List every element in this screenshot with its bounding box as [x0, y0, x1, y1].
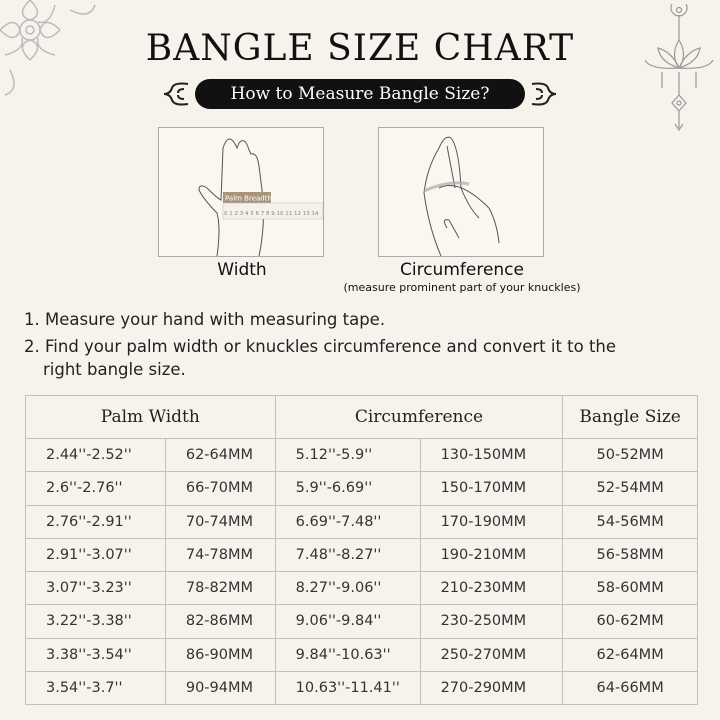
svg-text:0 1 2 3 4 5 6 7 8 9 10 11 12 1: 0 1 2 3 4 5 6 7 8 9 10 11 12 13 14: [224, 211, 319, 217]
hand-with-ruler-icon: Palm Breadth 0 1 2 3 4 5 6 7 8 9 10 11 1…: [198, 138, 324, 257]
circumference-mm-cell: 150-170MM: [419, 471, 564, 506]
circumference-mm-cell: 210-230MM: [419, 570, 564, 606]
bangle-size-cell: 58-60MM: [562, 570, 698, 606]
circumference-mm-cell: 230-250MM: [419, 604, 564, 639]
circumference-inches-cell: 10.63''-11.41'': [274, 670, 421, 706]
palm-width-mm-cell: 86-90MM: [164, 637, 276, 672]
table-row: 3.54''-3.7'' 90-94MM 10.63''-11.41'' 270-29…: [25, 670, 698, 706]
circumference-inches-cell: 7.48''-8.27'': [274, 537, 421, 573]
palm-width-inches-cell: 2.44''-2.52'': [25, 437, 166, 473]
table-row: 3.22''-3.38'' 82-86MM 9.06''-9.84'' 230-250…: [25, 604, 698, 639]
how-to-measure-banner: How to Measure Bangle Size?: [195, 79, 525, 109]
palm-width-mm-cell: 78-82MM: [164, 570, 276, 606]
circumference-mm-cell: 270-290MM: [419, 670, 564, 706]
palm-width-inches-cell: 3.38''-3.54'': [25, 637, 166, 672]
bangle-size-cell: 64-66MM: [562, 670, 698, 706]
table-row: 3.07''-3.23'' 78-82MM 8.27''-9.06'' 210-230…: [25, 570, 698, 606]
table-row: 2.76''-2.91'' 70-74MM 6.69''-7.48'' 170-190…: [25, 504, 698, 539]
table-row: 3.38''-3.54'' 86-90MM 9.84''-10.63'' 250-27…: [25, 637, 698, 672]
instruction-step-1: 1. Measure your hand with measuring tape…: [24, 310, 386, 329]
ruler-label: Palm Breadth: [225, 195, 272, 203]
palm-width-inches-cell: 2.6''-2.76'': [25, 471, 166, 506]
width-label: Width: [217, 260, 267, 280]
circumference-inches-cell: 6.69''-7.48'': [274, 504, 421, 539]
palm-width-mm-cell: 66-70MM: [164, 471, 276, 506]
palm-width-mm-cell: 70-74MM: [164, 504, 276, 539]
bangle-size-cell: 54-56MM: [562, 504, 698, 539]
scroll-flourish-right-icon: [531, 82, 557, 106]
palm-width-inches-cell: 3.22''-3.38'': [25, 604, 166, 639]
header-bangle-size: Bangle Size: [562, 395, 698, 439]
palm-width-mm-cell: 82-86MM: [164, 604, 276, 639]
circumference-mm-cell: 190-210MM: [419, 537, 564, 573]
header-palm-width: Palm Width: [25, 395, 276, 439]
table-row: 2.91''-3.07'' 74-78MM 7.48''-8.27'' 190-210…: [25, 537, 698, 573]
circumference-inches-cell: 5.9''-6.69'': [274, 471, 421, 506]
bangle-size-cell: 50-52MM: [562, 437, 698, 473]
lotus-corner-ornament-icon: [0, 0, 96, 96]
bangle-size-cell: 56-58MM: [562, 537, 698, 573]
circumference-inches-cell: 9.06''-9.84'': [274, 604, 421, 639]
circumference-inches-cell: 9.84''-10.63'': [274, 637, 421, 672]
bangle-size-table: Palm Width Circumference Bangle Size 2.4…: [25, 395, 698, 706]
palm-width-inches-cell: 3.07''-3.23'': [25, 570, 166, 606]
circumference-inches-cell: 5.12''-5.9'': [274, 437, 421, 473]
instruction-step-2-continued: right bangle size.: [43, 360, 186, 379]
circumference-note: (measure prominent part of your knuckles…: [343, 281, 581, 294]
circumference-mm-cell: 170-190MM: [419, 504, 564, 539]
palm-width-inches-cell: 2.76''-2.91'': [25, 504, 166, 539]
palm-width-mm-cell: 90-94MM: [164, 670, 276, 706]
table-header-row: Palm Width Circumference Bangle Size: [25, 395, 698, 439]
circumference-mm-cell: 130-150MM: [419, 437, 564, 473]
lotus-hanging-ornament-icon: [644, 3, 714, 132]
table-row: 2.6''-2.76'' 66-70MM 5.9''-6.69'' 150-170MM…: [25, 471, 698, 506]
bangle-size-cell: 60-62MM: [562, 604, 698, 639]
circumference-label: Circumference: [400, 260, 524, 280]
palm-width-inches-cell: 2.91''-3.07'': [25, 537, 166, 573]
palm-width-mm-cell: 62-64MM: [164, 437, 276, 473]
palm-width-inches-cell: 3.54''-3.7'': [25, 670, 166, 706]
scroll-flourish-left-icon: [163, 82, 189, 106]
bangle-size-cell: 52-54MM: [562, 471, 698, 506]
instruction-step-2: 2. Find your palm width or knuckles circ…: [24, 337, 617, 356]
circumference-inches-cell: 8.27''-9.06'': [274, 570, 421, 606]
header-circumference: Circumference: [274, 395, 564, 439]
hand-with-tape-icon: [423, 136, 500, 257]
palm-width-mm-cell: 74-78MM: [164, 537, 276, 573]
palm-width-illustration: Palm Breadth 0 1 2 3 4 5 6 7 8 9 10 11 1…: [158, 127, 324, 257]
circumference-mm-cell: 250-270MM: [419, 637, 564, 672]
page-title: BANGLE SIZE CHART: [145, 28, 575, 69]
bangle-size-cell: 62-64MM: [562, 637, 698, 672]
circumference-illustration: [378, 127, 544, 257]
table-row: 2.44''-2.52'' 62-64MM 5.12''-5.9'' 130-150M…: [25, 437, 698, 473]
